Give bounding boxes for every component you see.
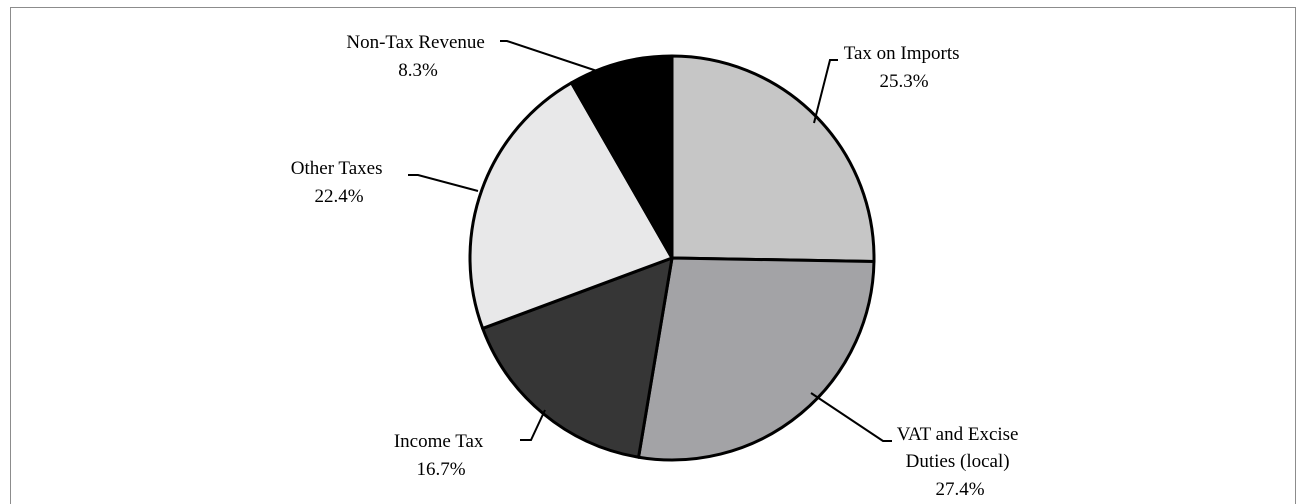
pie-slice-tax-on-imports [670, 54, 876, 263]
leader-line-non-tax-revenue [500, 40, 613, 77]
pie-slices [468, 54, 876, 462]
leader-line-tax-on-imports [813, 59, 838, 124]
leader-lines [408, 40, 892, 442]
slice-labels: Tax on Imports 25.3% VAT and Excise Duti… [291, 32, 1023, 500]
leader-line-vat-excise [810, 392, 892, 442]
slice-label-non-tax-revenue: Non-Tax Revenue 8.3% [346, 32, 489, 81]
pie-slice-other-taxes [468, 81, 674, 330]
slice-label-income-tax: Income Tax 16.7% [394, 431, 488, 480]
leader-line-other-taxes [408, 174, 479, 192]
slice-label-vat-excise: VAT and Excise Duties (local) 27.4% [897, 424, 1023, 500]
slice-label-tax-on-imports: Tax on Imports 25.3% [844, 43, 965, 92]
leader-line-income-tax [520, 409, 546, 441]
pie-slice-non-tax-revenue [569, 54, 674, 260]
slice-label-other-taxes: Other Taxes 22.4% [291, 158, 387, 207]
pie-slice-vat-and-excise-duties-local [637, 256, 876, 462]
